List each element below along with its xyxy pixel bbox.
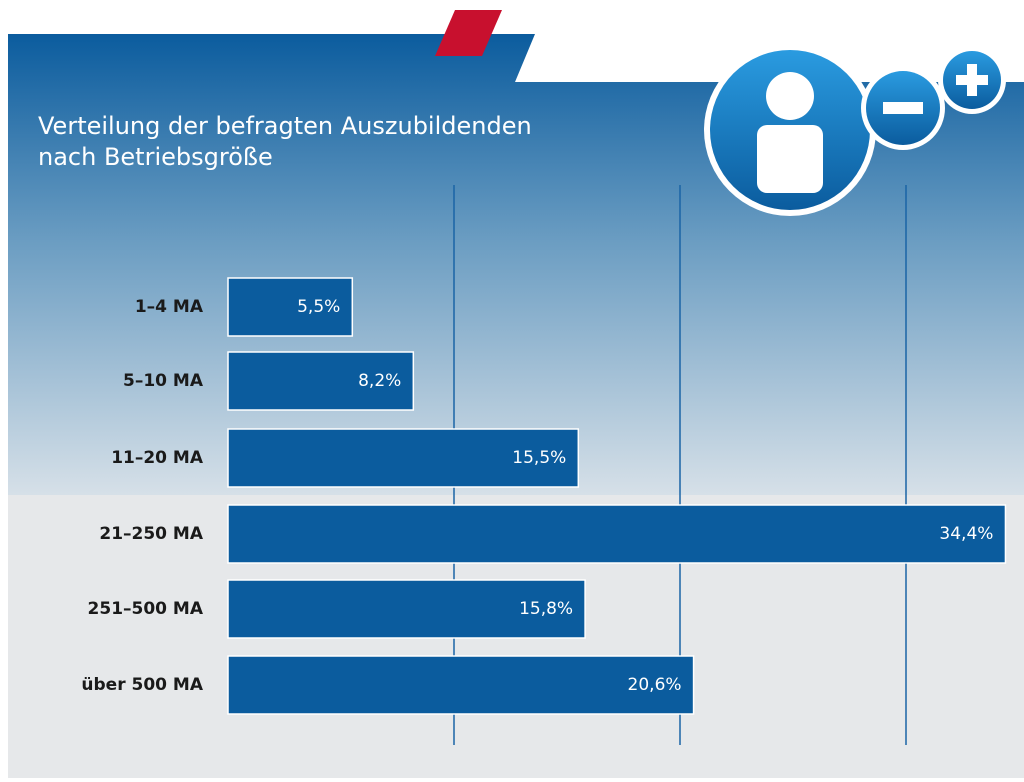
y-tick-label: 251–500 MA — [88, 599, 204, 619]
y-tick-label: 11–20 MA — [111, 448, 204, 468]
bar — [227, 428, 580, 488]
bar — [227, 277, 354, 337]
chart-subtitle: nach Betriebsgröße — [38, 143, 273, 171]
chart-title: Verteilung der befragten Auszubildenden — [38, 112, 532, 140]
icon — [704, 44, 1006, 216]
value-label: 5,5% — [297, 297, 340, 317]
value-label: 20,6% — [628, 675, 682, 695]
y-tick-label: 1–4 MA — [135, 297, 204, 317]
bar — [227, 351, 415, 411]
value-label: 15,5% — [512, 448, 566, 468]
value-label: 34,4% — [939, 524, 993, 544]
bar — [227, 579, 586, 639]
bar — [227, 655, 695, 715]
value-label: 8,2% — [358, 371, 401, 391]
bar — [227, 504, 1007, 564]
value-label: 15,8% — [519, 599, 573, 619]
y-tick-label: 21–250 MA — [99, 524, 203, 544]
y-tick-label: 5–10 MA — [123, 371, 204, 391]
y-tick-label: über 500 MA — [81, 675, 203, 695]
accent — [435, 10, 502, 56]
